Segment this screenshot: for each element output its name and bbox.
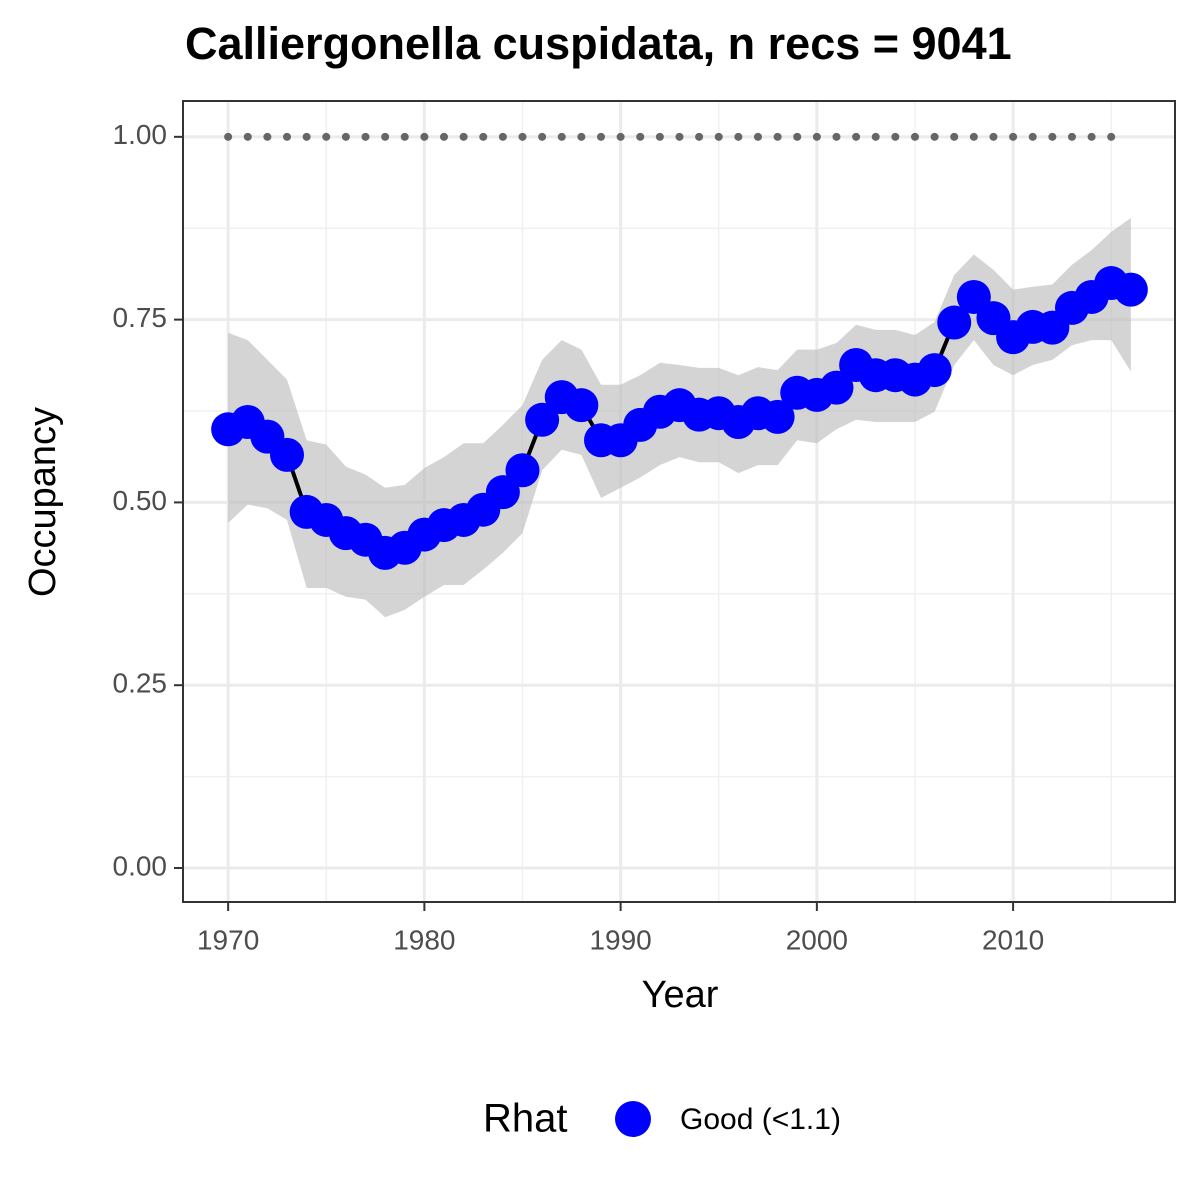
panel-border bbox=[182, 100, 1176, 903]
reference-point bbox=[989, 132, 998, 141]
reference-point bbox=[950, 132, 959, 141]
x-tick-label: 2000 bbox=[786, 924, 848, 955]
legend-marker bbox=[615, 1101, 651, 1137]
reference-point bbox=[655, 132, 664, 141]
reference-point bbox=[263, 132, 272, 141]
reference-point bbox=[302, 132, 311, 141]
reference-point bbox=[420, 132, 429, 141]
reference-point bbox=[459, 132, 468, 141]
reference-point bbox=[891, 132, 900, 141]
x-tick-label: 1980 bbox=[393, 924, 455, 955]
x-axis-label: Year bbox=[642, 974, 719, 1016]
reference-point bbox=[479, 132, 488, 141]
y-tick-label: 0.50 bbox=[113, 485, 168, 516]
point bbox=[917, 353, 952, 388]
legend-title: Rhat bbox=[483, 1097, 568, 1141]
reference-point bbox=[969, 132, 978, 141]
reference-point bbox=[243, 132, 252, 141]
y-tick-label: 0.25 bbox=[113, 668, 168, 699]
reference-point bbox=[1028, 132, 1037, 141]
point bbox=[760, 399, 795, 434]
reference-point bbox=[832, 132, 841, 141]
reference-point bbox=[734, 132, 743, 141]
reference-point bbox=[910, 132, 919, 141]
x-tick-label: 1970 bbox=[197, 924, 259, 955]
reference-point bbox=[322, 132, 331, 141]
point bbox=[270, 437, 305, 472]
x-tick-label: 2010 bbox=[982, 924, 1044, 955]
reference-point bbox=[695, 132, 704, 141]
reference-point bbox=[341, 132, 350, 141]
y-axis-label: Occupancy bbox=[22, 407, 64, 597]
point bbox=[937, 305, 972, 340]
reference-point bbox=[283, 132, 292, 141]
reference-point bbox=[577, 132, 586, 141]
y-tick-label: 1.00 bbox=[113, 119, 168, 150]
reference-point bbox=[1048, 132, 1057, 141]
point bbox=[1113, 272, 1148, 307]
reference-point bbox=[616, 132, 625, 141]
reference-point bbox=[557, 132, 566, 141]
x-tick-label: 1990 bbox=[589, 924, 651, 955]
reference-point bbox=[498, 132, 507, 141]
point bbox=[564, 388, 599, 423]
reference-point bbox=[930, 132, 939, 141]
chart-title: Calliergonella cuspidata, n recs = 9041 bbox=[185, 18, 1012, 69]
legend-label: Good (<1.1) bbox=[680, 1103, 841, 1136]
point bbox=[819, 370, 854, 405]
reference-point bbox=[1009, 132, 1018, 141]
reference-point bbox=[400, 132, 409, 141]
reference-point bbox=[714, 132, 723, 141]
reference-point bbox=[812, 132, 821, 141]
reference-point bbox=[1067, 132, 1076, 141]
reference-point bbox=[596, 132, 605, 141]
y-tick-label: 0.75 bbox=[113, 302, 168, 333]
point bbox=[525, 402, 560, 437]
reference-point bbox=[224, 132, 233, 141]
point bbox=[485, 475, 520, 510]
reference-point bbox=[361, 132, 370, 141]
reference-point bbox=[381, 132, 390, 141]
reference-point bbox=[538, 132, 547, 141]
reference-point bbox=[753, 132, 762, 141]
reference-point bbox=[793, 132, 802, 141]
y-tick-label: 0.00 bbox=[113, 850, 168, 881]
reference-point bbox=[636, 132, 645, 141]
reference-point bbox=[518, 132, 527, 141]
reference-point bbox=[773, 132, 782, 141]
reference-point bbox=[871, 132, 880, 141]
reference-point bbox=[675, 132, 684, 141]
reference-point bbox=[1087, 132, 1096, 141]
point bbox=[505, 453, 540, 488]
reference-point bbox=[440, 132, 449, 141]
reference-point bbox=[852, 132, 861, 141]
reference-point bbox=[1107, 132, 1116, 141]
